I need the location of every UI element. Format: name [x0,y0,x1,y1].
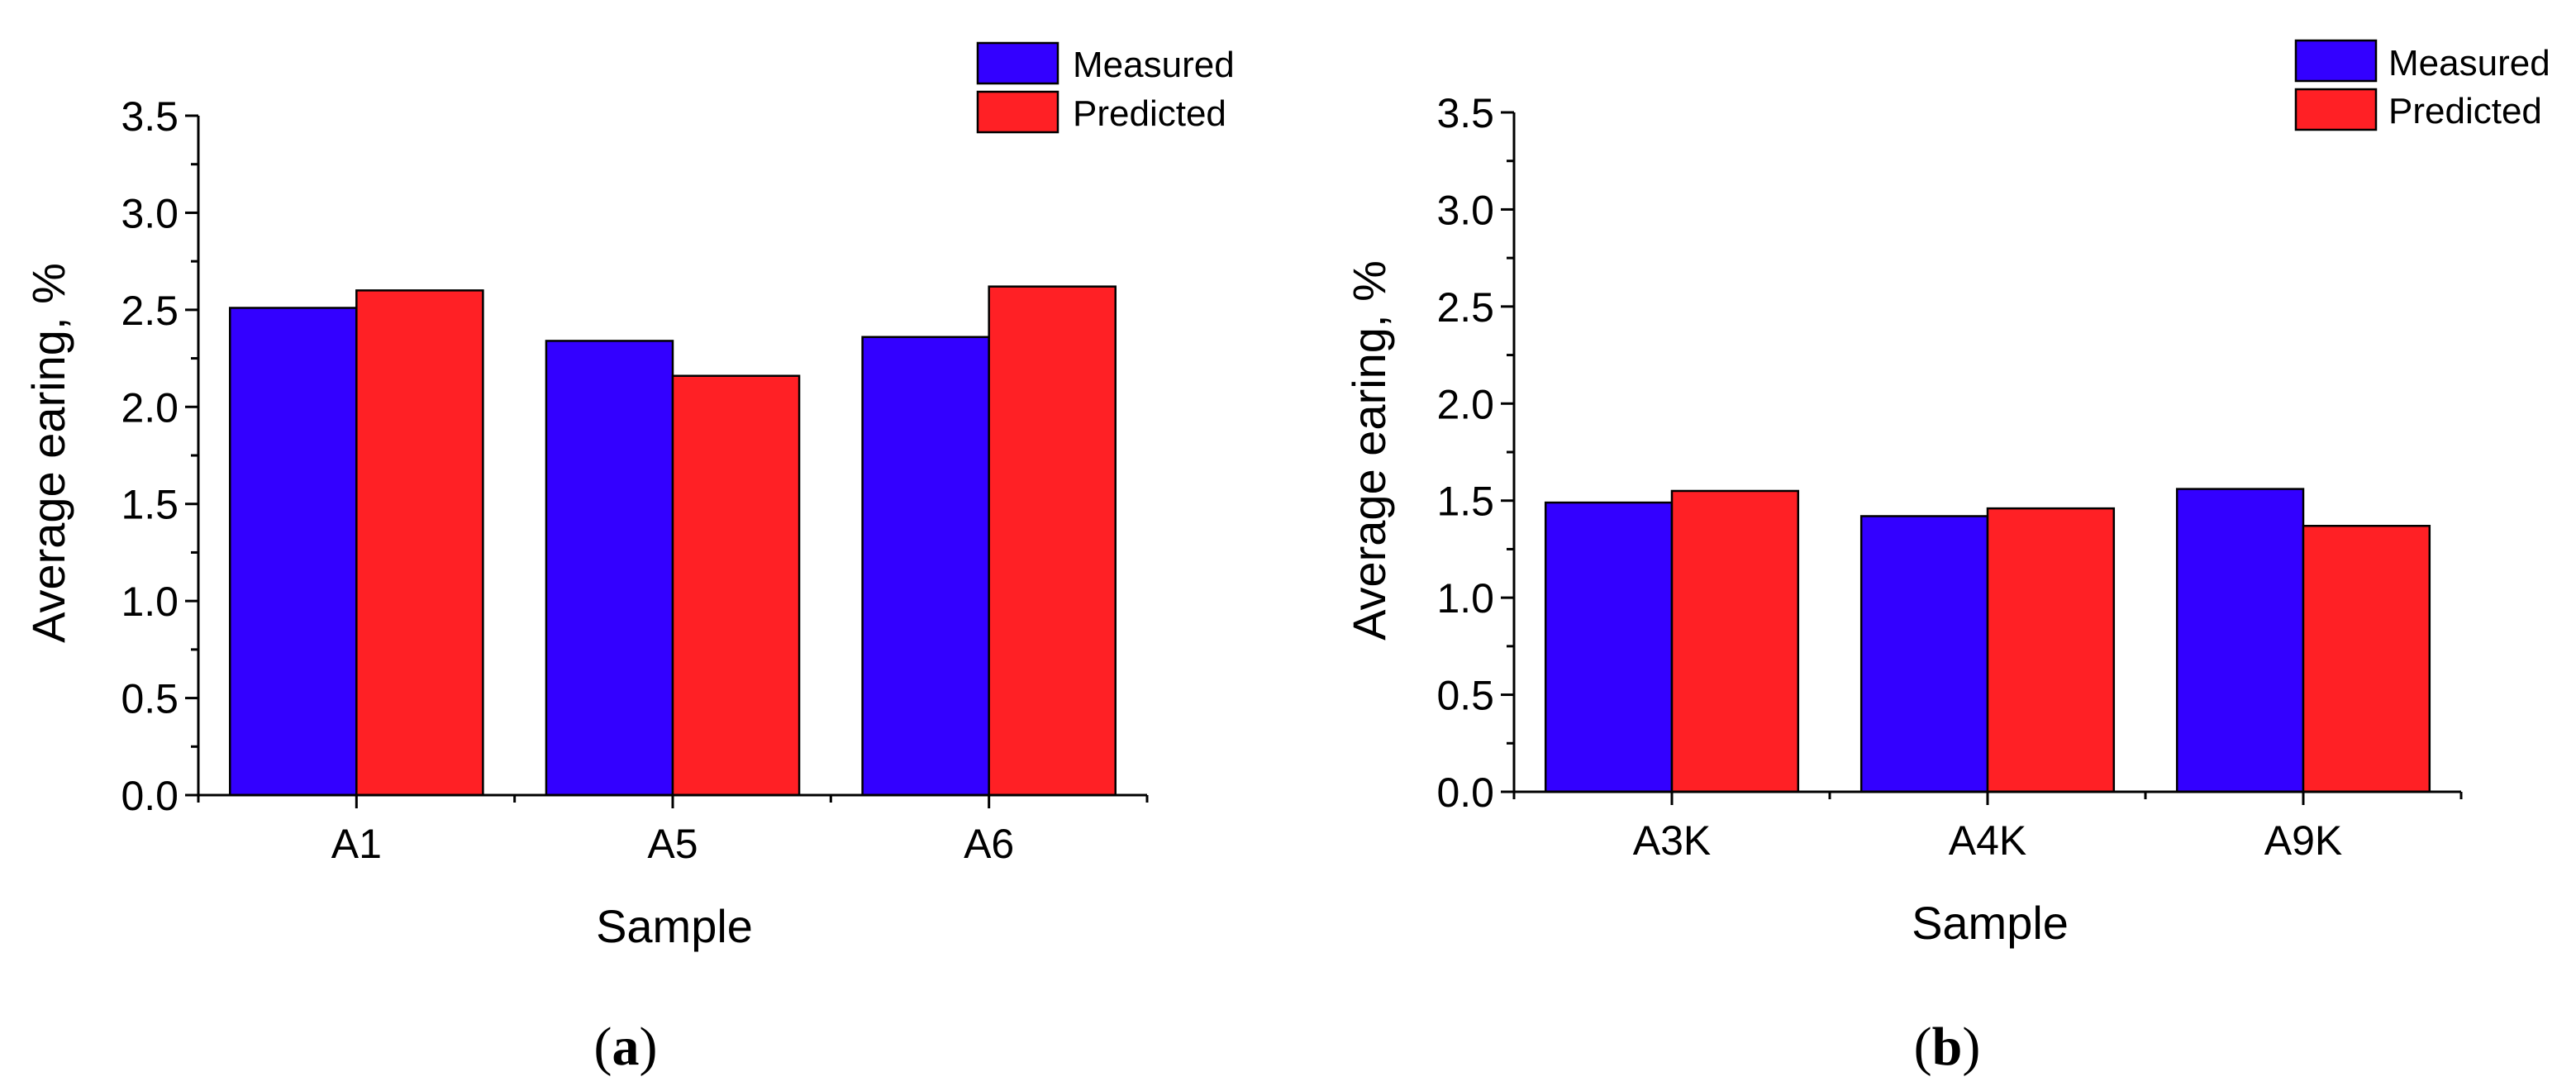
legend: Measured Predicted [976,41,1235,134]
y-tick-labels: 0.0 0.5 1.0 1.5 2.0 2.5 3.0 3.5 [1436,90,1494,816]
y-tick-label: 3.5 [121,93,179,140]
x-axis-title: Sample [596,900,753,952]
y-tick-label: 1.5 [121,482,179,528]
legend-label-predicted: Predicted [1073,93,1226,134]
y-tick-label: 1.0 [121,579,179,625]
panel-letter-a: a [612,1017,640,1077]
chart-panel-b: Measured Predicted 0.0 0.5 1.0 1.5 2.0 2.5 3.0… [1343,39,2550,1077]
axes [1501,111,2463,805]
bar-predicted-a6 [988,285,1117,797]
y-tick-label: 2.5 [1436,284,1494,331]
bar-measured-a1 [229,307,358,797]
x-tick-labels: A3K A4K A9K [1633,817,2343,864]
x-tick-label-a6: A6 [964,821,1014,867]
y-tick-label: 3.0 [1436,187,1494,233]
chart-panel-a: Measured Predicted 0.0 0.5 1.0 1.5 2.0 2.5 3.0… [22,41,1235,1077]
y-tick-label: 0.5 [121,676,179,722]
bar-predicted-a4k [1986,507,2116,793]
legend-label-predicted: Predicted [2388,91,2542,131]
bars [229,285,1117,797]
y-tick-label: 0.0 [121,773,179,819]
legend-swatch-measured [976,41,1059,85]
legend-label-measured: Measured [1073,45,1235,85]
legend: Measured Predicted [2294,39,2550,131]
bars [1544,488,2431,793]
x-tick-label-a9k: A9K [2264,817,2343,864]
panel-label-a: (a) [594,1017,658,1077]
bar-predicted-a9k [2302,525,2431,793]
bar-measured-a6 [861,336,990,797]
bar-measured-a9k [2175,488,2305,793]
y-tick-label: 2.5 [121,288,179,334]
bar-predicted-a3k [1670,489,1800,793]
y-tick-label: 3.5 [1436,90,1494,136]
x-tick-label-a3k: A3K [1633,817,1712,864]
axes [185,114,1149,808]
x-tick-label-a1: A1 [331,821,382,867]
y-tick-label: 1.5 [1436,479,1494,525]
legend-swatch-measured [2294,39,2378,83]
y-tick-label: 0.5 [1436,673,1494,719]
y-tick-label: 0.0 [1436,769,1494,816]
bar-measured-a5 [545,340,674,797]
y-axis-title: Average earing, % [1343,260,1395,641]
bar-predicted-a5 [671,374,801,797]
legend-swatch-predicted [976,90,1059,134]
panel-letter-b: b [1932,1017,1963,1077]
legend-label-measured: Measured [2388,43,2550,83]
x-axis-title: Sample [1912,897,2069,949]
x-tick-label-a4k: A4K [1949,817,2027,864]
y-tick-labels: 0.0 0.5 1.0 1.5 2.0 2.5 3.0 3.5 [121,93,179,819]
bar-predicted-a1 [355,289,484,797]
x-tick-label-a5: A5 [647,821,698,867]
bar-measured-a3k [1544,501,1674,793]
panel-label-b: (b) [1914,1017,1981,1077]
x-tick-labels: A1 A5 A6 [331,821,1015,867]
y-tick-label: 3.0 [121,190,179,236]
bar-measured-a4k [1859,515,1989,793]
y-axis-title: Average earing, % [22,263,74,643]
y-tick-label: 2.0 [121,384,179,431]
y-tick-label: 2.0 [1436,381,1494,427]
legend-swatch-predicted [2294,88,2378,131]
y-tick-label: 1.0 [1436,575,1494,622]
